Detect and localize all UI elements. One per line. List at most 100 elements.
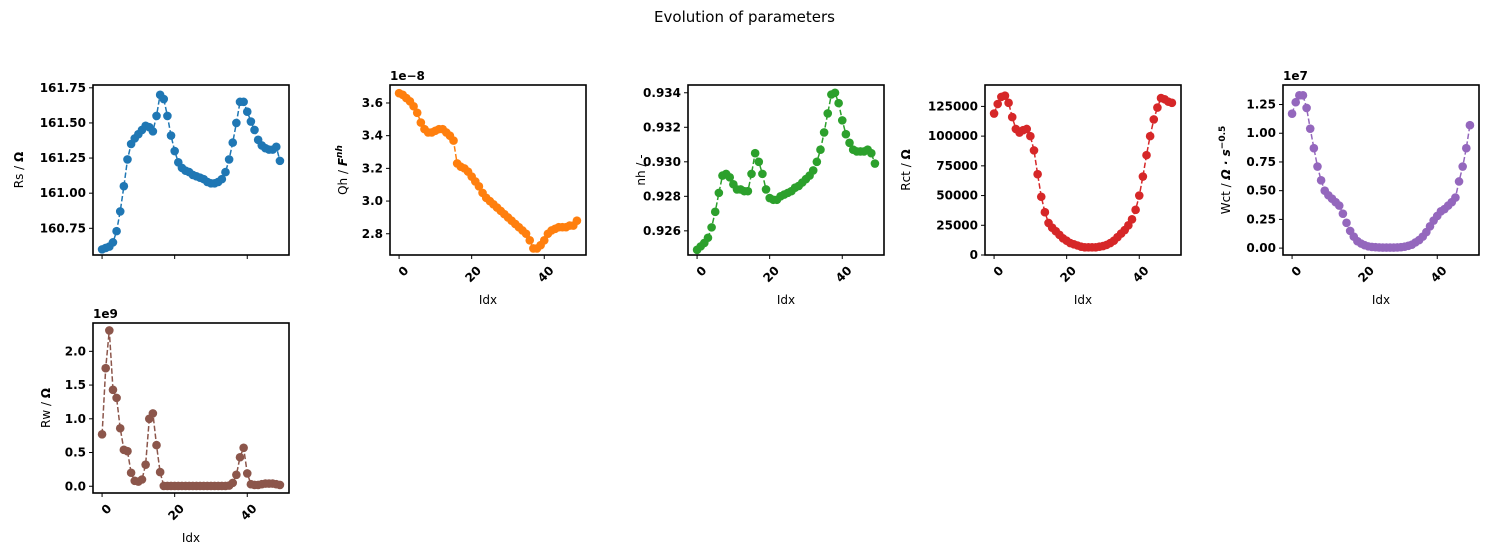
data-point xyxy=(242,469,252,478)
y-tick-label: 0.50 xyxy=(1246,184,1276,198)
data-point xyxy=(710,207,720,217)
y-tick-label: 50000 xyxy=(936,189,978,203)
data-point xyxy=(166,131,176,140)
data-point xyxy=(163,111,172,121)
data-point xyxy=(1334,201,1344,210)
y-tick-label: 0.930 xyxy=(643,155,681,169)
data-point xyxy=(159,94,169,104)
series-line xyxy=(1291,94,1471,249)
y-tick-label: 0.934 xyxy=(643,86,681,100)
plot-frame xyxy=(687,84,885,256)
data-point xyxy=(1298,91,1308,100)
data-point xyxy=(1291,97,1301,107)
data-point xyxy=(816,145,825,155)
y-tick-label: 0.932 xyxy=(643,120,681,134)
data-point xyxy=(761,185,771,194)
x-axis-label: Idx xyxy=(1372,293,1390,307)
data-point xyxy=(152,111,161,121)
x-tick-label: 40 xyxy=(1130,263,1152,285)
data-point xyxy=(474,182,484,191)
data-point xyxy=(845,138,854,148)
series-line xyxy=(398,92,578,250)
y-tick-label: 25000 xyxy=(936,218,978,232)
data-point xyxy=(108,385,118,395)
x-tick-label: 20 xyxy=(462,263,484,285)
data-point xyxy=(714,188,724,198)
data-point xyxy=(148,127,158,136)
data-point xyxy=(989,109,999,118)
y-tick-label: 0.75 xyxy=(1246,155,1276,169)
data-point xyxy=(830,88,840,98)
data-point xyxy=(747,169,756,179)
axis-offset-label: 1e7 xyxy=(1283,69,1308,83)
data-point xyxy=(1000,91,1010,100)
data-point xyxy=(1040,207,1050,217)
x-tick-label: 20 xyxy=(165,501,187,523)
data-point xyxy=(112,226,121,236)
y-tick-label: 100000 xyxy=(928,129,978,143)
data-point xyxy=(115,423,125,433)
data-point xyxy=(152,440,161,450)
data-point xyxy=(870,159,880,168)
x-tick-label: 20 xyxy=(1057,263,1079,285)
data-point xyxy=(123,446,132,456)
data-point xyxy=(1167,98,1177,108)
data-point xyxy=(1131,205,1140,215)
data-point xyxy=(232,118,241,128)
data-point xyxy=(812,157,822,167)
subplot-4: 0 25000 50000 75000 100000 125000 0 20 40 Idx Rct … xyxy=(899,84,1182,307)
y-tick-label: 2.0 xyxy=(65,344,86,358)
data-point xyxy=(409,101,418,111)
data-point xyxy=(1007,112,1017,122)
data-point xyxy=(758,169,767,179)
data-point xyxy=(115,207,125,216)
x-tick-label: 0 xyxy=(694,263,710,279)
y-axis-label: Qh / Fnh xyxy=(335,145,350,195)
y-axis-label: Rw / Ω xyxy=(39,388,53,428)
data-point xyxy=(271,142,281,152)
data-point xyxy=(754,157,764,167)
x-tick-label: 0 xyxy=(1289,263,1305,279)
x-tick-label: 20 xyxy=(1355,263,1377,285)
data-point xyxy=(275,480,285,490)
y-tick-label: 1.00 xyxy=(1246,126,1276,140)
y-tick-label: 161.25 xyxy=(40,151,86,165)
y-tick-label: 3.0 xyxy=(362,194,383,208)
y-tick-label: 2.8 xyxy=(362,227,383,241)
data-point xyxy=(1036,192,1046,202)
x-tick-label: 40 xyxy=(535,263,557,285)
data-point xyxy=(1134,191,1144,200)
y-tick-label: 160.75 xyxy=(40,221,86,235)
data-point xyxy=(137,475,147,484)
data-point xyxy=(866,148,876,158)
data-point xyxy=(275,156,285,166)
data-point xyxy=(1149,115,1159,124)
x-axis-label: Idx xyxy=(1074,293,1092,307)
series-line xyxy=(101,330,281,487)
subplot-3: 0.926 0.928 0.930 0.932 0.934 0 20 40 Idx nh / - xyxy=(634,84,885,307)
figure-title: Evolution of parameters xyxy=(654,8,835,26)
y-tick-label: 161.75 xyxy=(40,81,86,95)
data-point xyxy=(572,216,582,225)
data-point xyxy=(993,99,1003,109)
data-point xyxy=(1029,146,1039,155)
x-tick-label: 20 xyxy=(760,263,782,285)
data-point xyxy=(1338,209,1348,218)
data-point xyxy=(224,155,234,164)
y-tick-label: 0 xyxy=(970,248,978,262)
x-tick-label: 40 xyxy=(833,263,855,285)
data-point xyxy=(1138,172,1148,181)
plot-frame xyxy=(389,84,587,256)
data-point xyxy=(112,393,121,403)
data-point xyxy=(703,233,713,243)
data-point xyxy=(1033,169,1042,179)
y-tick-label: 0.0 xyxy=(65,479,86,493)
data-point xyxy=(250,125,259,135)
y-tick-label: 0.25 xyxy=(1246,212,1276,226)
y-tick-label: 0.928 xyxy=(643,189,681,203)
data-point xyxy=(412,108,422,118)
data-point xyxy=(525,235,535,245)
plot-frame xyxy=(92,84,290,256)
data-point xyxy=(1153,103,1162,112)
data-point xyxy=(841,129,851,139)
